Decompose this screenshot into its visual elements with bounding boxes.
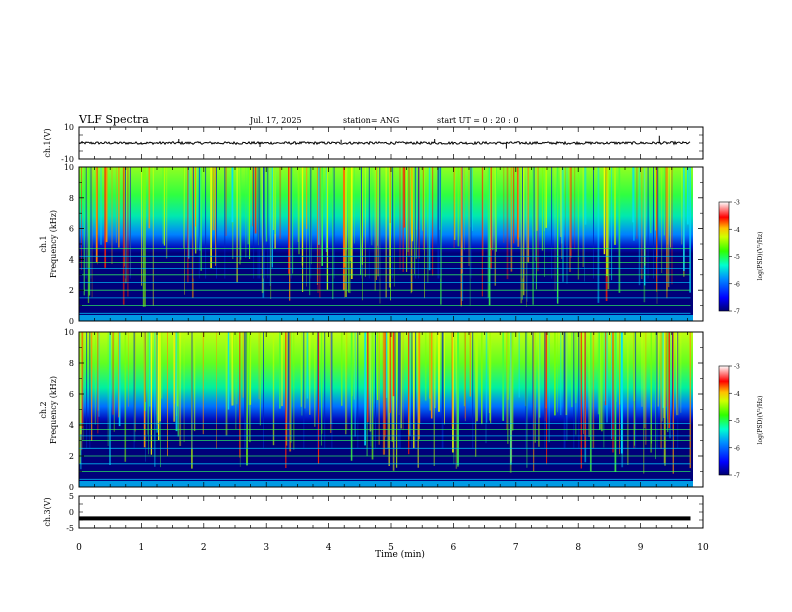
ch3-waveform-panel: 5 0 -5 ch.3(V) [43, 492, 704, 533]
frequency-tick-label: 6 [69, 225, 74, 234]
start-time-label: start UT = 0 : 20 : 0 [437, 116, 518, 125]
ch1-ytick-bottom: -10 [61, 155, 74, 164]
ch1-burst-layer [81, 167, 691, 307]
ch1-waveform-panel: 10 -10 ch.1(V) [43, 123, 704, 164]
frequency-tick-label: 2 [69, 452, 74, 461]
colorbar-tick-label: -3 [734, 200, 740, 207]
time-tick-label: 5 [388, 543, 394, 553]
colorbar-tick-label: -5 [734, 254, 740, 261]
frequency-tick-label: 10 [64, 163, 74, 172]
frequency-tick-label: 10 [64, 328, 74, 337]
frequency-tick-label: 8 [69, 194, 74, 203]
station-label: station= ANG [343, 116, 399, 125]
ch1-ytick-top: 10 [64, 123, 74, 132]
colorbar-tick-label: -7 [734, 309, 740, 316]
colorbar-tick-label: -6 [734, 281, 740, 288]
time-tick-label: 10 [697, 543, 709, 553]
ch1-channel-label: ch.1 [39, 235, 48, 252]
date-label: Jul. 17, 2025 [249, 116, 302, 125]
colorbar-tick-label: -4 [734, 227, 740, 234]
ch2-burst-layer [79, 332, 691, 474]
time-axis: 0 1 2 3 4 5 6 7 8 9 10 [76, 126, 709, 553]
time-tick-label: 1 [139, 543, 145, 553]
time-tick-label: 7 [513, 543, 519, 553]
time-tick-label: 2 [201, 543, 207, 553]
ch3-ytick-bottom: -5 [66, 524, 74, 533]
figure-title: VLF Spectra [78, 113, 149, 126]
frequency-tick-label: 8 [69, 359, 74, 368]
time-tick-label: 3 [263, 543, 269, 553]
frequency-tick-label: 2 [69, 286, 74, 295]
time-tick-label: 6 [451, 543, 457, 553]
ch3-waveform-ylabel: ch.3(V) [43, 497, 52, 526]
ch1-colorbar-label: log(PSD)(V²/Hz) [757, 232, 764, 281]
ch2-colorbar: -3 -4 -5 -6 -7 log(PSD)(V²/Hz) [718, 364, 764, 480]
time-axis-label: Time (min) [375, 549, 425, 560]
colorbar-tick-label: -6 [734, 445, 740, 452]
ch1-waveform-trace [79, 135, 691, 149]
ch2-line-layer [79, 423, 691, 480]
ch2-frequency-ylabel: Frequency (kHz) [49, 376, 58, 444]
ch3-waveform-trace [79, 516, 691, 521]
ch3-ytick-top: 5 [69, 492, 74, 501]
ch1-frequency-ylabel: Frequency (kHz) [49, 210, 58, 278]
colorbar-tick-label: -5 [734, 418, 740, 425]
frequency-tick-label: 0 [69, 483, 74, 492]
colorbar-tick-label: -7 [734, 473, 740, 480]
ch2-colorbar-label: log(PSD)(V²/Hz) [757, 396, 764, 445]
colorbar-tick-label: -3 [734, 364, 740, 371]
time-tick-label: 0 [76, 543, 82, 553]
ch2-spectrogram-panel: 10 8 6 4 2 0 ch.2 Frequency (kHz) [39, 328, 704, 492]
ch1-colorbar: -3 -4 -5 -6 -7 log(PSD)(V²/Hz) [718, 200, 764, 316]
frequency-tick-label: 6 [69, 390, 74, 399]
frequency-tick-label: 4 [69, 255, 74, 264]
frequency-tick-label: 4 [69, 421, 74, 430]
ch2-channel-label: ch.2 [39, 401, 48, 418]
frequency-tick-label: 0 [69, 317, 74, 326]
time-tick-label: 4 [326, 543, 332, 553]
colorbar-tick-label: -4 [734, 391, 740, 398]
ch1-waveform-ylabel: ch.1(V) [43, 128, 52, 157]
ch1-spectrogram-panel: 10 8 6 4 2 0 ch.1 Frequency (kHz) [39, 163, 704, 326]
time-tick-label: 8 [575, 543, 581, 553]
ch3-ytick-mid: 0 [69, 508, 74, 517]
ch1-line-layer [79, 248, 691, 314]
time-tick-label: 9 [638, 543, 644, 553]
